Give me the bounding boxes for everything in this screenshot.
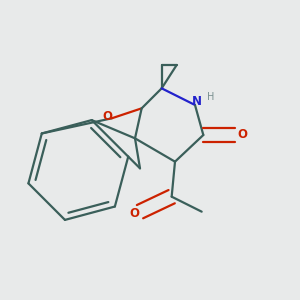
Text: N: N <box>192 95 202 108</box>
Text: O: O <box>103 110 113 123</box>
Text: O: O <box>129 207 139 220</box>
Text: O: O <box>237 128 247 142</box>
Text: H: H <box>207 92 215 102</box>
